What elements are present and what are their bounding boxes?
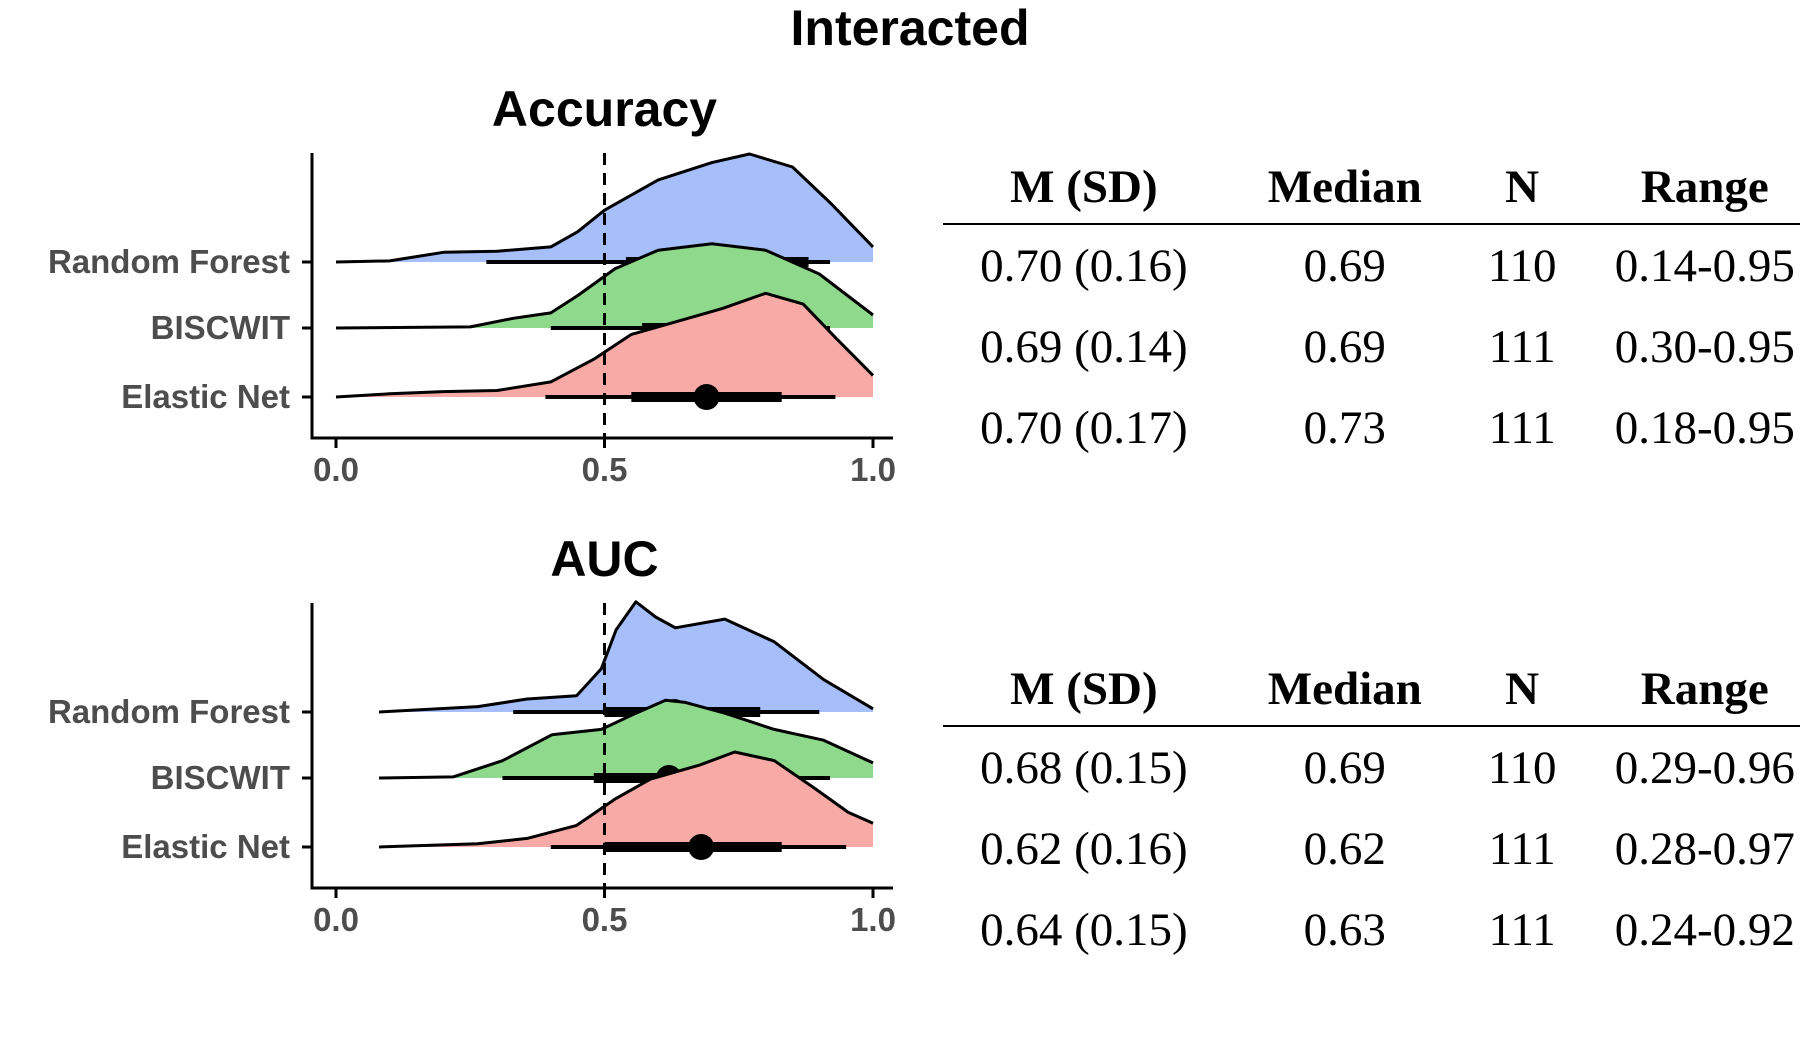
cell-median: 0.73 [1303,401,1386,454]
density-outline-elastic-net [378,750,874,849]
table-row: 0.69 (0.14) 0.69 111 0.30-0.95 [943,306,1800,387]
x-tick-label: 0.5 [582,901,628,938]
figure-title: Interacted [790,0,1030,56]
cell-range: 0.24-0.92 [1614,903,1795,956]
cell-range: 0.30-0.95 [1614,320,1795,373]
y-tick-label: Elastic Net [121,828,290,865]
header-msd: M (SD) [943,652,1225,727]
y-tick-label: Elastic Net [121,378,290,415]
x-tick-label: 1.0 [850,901,896,938]
x-tick-label: 0.0 [313,451,359,488]
y-tick-label: BISCWIT [151,759,290,796]
cell-n: 110 [1487,239,1557,292]
accuracy-panel: Accuracy Random Forest BISCWIT Elastic Net 0… [0,70,920,490]
auc-panel: AUC Random Forest BISCWIT Elastic Net 0.0 0.5… [0,520,920,940]
cell-median: 0.62 [1303,822,1386,875]
cell-range: 0.14-0.95 [1614,239,1795,292]
cell-n: 111 [1488,903,1556,956]
x-tick-label: 0.0 [313,901,359,938]
subplot-title: AUC [550,531,658,587]
y-tick-label: BISCWIT [151,309,290,346]
cell-n: 111 [1488,822,1556,875]
density-outline-biscwit [335,242,874,330]
cell-msd: 0.68 (0.15) [980,741,1188,794]
cell-msd: 0.62 (0.16) [980,822,1188,875]
x-tick-label: 0.5 [582,451,628,488]
cell-msd: 0.64 (0.15) [980,903,1188,956]
header-n: N [1464,150,1580,225]
header-median: Median [1224,652,1465,727]
cell-median: 0.69 [1303,320,1386,373]
header-msd: M (SD) [943,150,1225,225]
auc-stats-table: M (SD) Median N Range 0.68 (0.15) 0.69 1… [943,652,1800,970]
x-tick-label: 1.0 [850,451,896,488]
cell-msd: 0.70 (0.17) [980,401,1188,454]
density-fill-random-forest [336,154,873,262]
header-n: N [1464,652,1580,727]
table-row: 0.70 (0.16) 0.69 110 0.14-0.95 [943,224,1800,306]
cell-n: 111 [1488,401,1556,454]
cell-range: 0.28-0.97 [1614,822,1795,875]
cell-msd: 0.69 (0.14) [980,320,1188,373]
y-tick-label: Random Forest [48,693,290,730]
cell-range: 0.29-0.96 [1614,741,1795,794]
table-header-row: M (SD) Median N Range [943,652,1800,727]
median-point-elastic-net [693,384,720,410]
header-median: Median [1224,150,1465,225]
y-tick-label: Random Forest [48,243,290,280]
accuracy-stats-table: M (SD) Median N Range 0.70 (0.16) 0.69 1… [943,150,1800,468]
density-outline-elastic-net [335,291,875,399]
cell-range: 0.18-0.95 [1614,401,1795,454]
density-outline-random-forest [335,152,875,264]
auc-ridgeline-chart: AUC Random Forest BISCWIT Elastic Net 0.0 0.5… [48,531,896,938]
cell-median: 0.69 [1303,239,1386,292]
header-range: Range [1579,652,1800,727]
density-fill-random-forest [379,601,873,712]
density-outline-biscwit [378,698,874,780]
table-row: 0.70 (0.17) 0.73 111 0.18-0.95 [943,387,1800,468]
table-row: 0.64 (0.15) 0.63 111 0.24-0.92 [943,889,1800,970]
accuracy-ridgeline-chart: Accuracy Random Forest BISCWIT Elastic Net 0… [48,81,896,488]
subplot-title: Accuracy [492,81,717,137]
table-header-row: M (SD) Median N Range [943,150,1800,225]
cell-msd: 0.70 (0.16) [980,239,1188,292]
header-range: Range [1579,150,1800,225]
table-row: 0.68 (0.15) 0.69 110 0.29-0.96 [943,726,1800,808]
cell-n: 111 [1488,320,1556,373]
median-point-elastic-net [688,834,715,860]
density-fill-elastic-net [336,293,873,397]
table-row: 0.62 (0.16) 0.62 111 0.28-0.97 [943,808,1800,889]
cell-n: 110 [1487,741,1557,794]
cell-median: 0.69 [1303,741,1386,794]
cell-median: 0.63 [1303,903,1386,956]
density-outline-random-forest [378,600,874,714]
density-fill-elastic-net [379,752,873,847]
